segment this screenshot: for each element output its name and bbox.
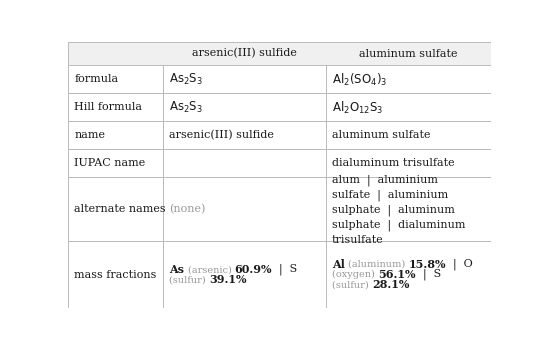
- Text: As: As: [169, 264, 185, 275]
- Text: |  O: | O: [446, 259, 473, 270]
- Text: arsenic(III) sulfide: arsenic(III) sulfide: [192, 48, 297, 59]
- Polygon shape: [68, 149, 163, 177]
- Text: (oxygen): (oxygen): [332, 270, 378, 279]
- Text: 28.1%: 28.1%: [372, 279, 409, 290]
- Polygon shape: [163, 65, 326, 93]
- Text: |  S: | S: [272, 264, 298, 275]
- Text: Al: Al: [332, 259, 345, 270]
- Text: aluminum sulfate: aluminum sulfate: [332, 130, 431, 140]
- Text: $\mathregular{Al_2(SO_4)_3}$: $\mathregular{Al_2(SO_4)_3}$: [332, 71, 387, 88]
- Polygon shape: [68, 42, 490, 65]
- Text: Hill formula: Hill formula: [75, 102, 142, 112]
- Polygon shape: [326, 65, 490, 93]
- Text: $\mathregular{As_2S_3}$: $\mathregular{As_2S_3}$: [169, 100, 203, 115]
- Polygon shape: [68, 177, 163, 242]
- Polygon shape: [326, 177, 490, 242]
- Text: aluminum sulfate: aluminum sulfate: [359, 48, 457, 58]
- Text: $\mathregular{As_2S_3}$: $\mathregular{As_2S_3}$: [169, 72, 203, 87]
- Polygon shape: [326, 121, 490, 149]
- Text: mass fractions: mass fractions: [75, 270, 157, 280]
- Text: 60.9%: 60.9%: [234, 264, 272, 275]
- Polygon shape: [326, 149, 490, 177]
- Text: (sulfur): (sulfur): [332, 280, 372, 289]
- Text: 39.1%: 39.1%: [209, 274, 247, 285]
- Text: 56.1%: 56.1%: [378, 269, 416, 280]
- Text: dialuminum trisulfate: dialuminum trisulfate: [332, 158, 455, 169]
- Text: (sulfur): (sulfur): [169, 275, 209, 284]
- Text: name: name: [75, 130, 106, 140]
- Polygon shape: [163, 149, 326, 177]
- Text: (none): (none): [169, 204, 206, 215]
- Polygon shape: [68, 242, 163, 308]
- Polygon shape: [163, 242, 326, 308]
- Polygon shape: [68, 93, 163, 121]
- Polygon shape: [326, 242, 490, 308]
- Text: arsenic(III) sulfide: arsenic(III) sulfide: [169, 130, 274, 140]
- Text: |  S: | S: [416, 269, 441, 280]
- Text: alternate names: alternate names: [75, 204, 166, 215]
- Text: 15.8%: 15.8%: [409, 259, 446, 270]
- Text: (aluminum): (aluminum): [348, 260, 409, 269]
- Text: alum  |  aluminium
sulfate  |  aluminium
sulphate  |  aluminum
sulphate  |  dial: alum | aluminium sulfate | aluminium sul…: [332, 174, 465, 245]
- Polygon shape: [163, 177, 326, 242]
- Polygon shape: [68, 65, 163, 93]
- Polygon shape: [326, 93, 490, 121]
- Polygon shape: [68, 121, 163, 149]
- Text: formula: formula: [75, 74, 119, 84]
- Polygon shape: [163, 121, 326, 149]
- Text: $\mathregular{Al_2O_{12}S_3}$: $\mathregular{Al_2O_{12}S_3}$: [332, 99, 384, 116]
- Text: (arsenic): (arsenic): [187, 265, 234, 274]
- Polygon shape: [163, 93, 326, 121]
- Text: IUPAC name: IUPAC name: [75, 158, 146, 169]
